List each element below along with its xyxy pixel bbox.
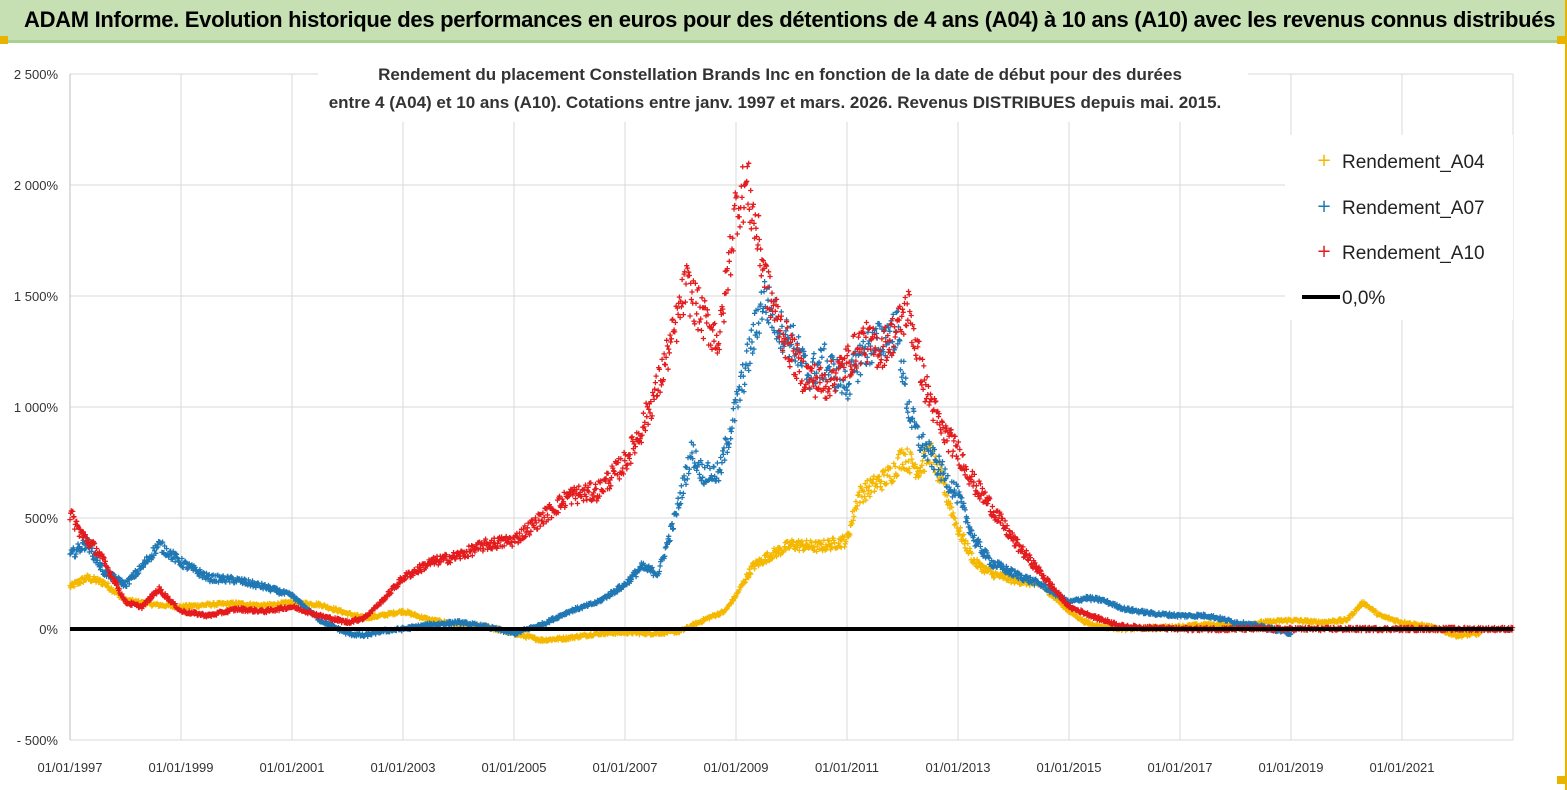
legend-marker-a07: + [1316,196,1331,217]
y-tick-label: 0% [39,622,58,637]
legend-label-a04: Rendement_A04 [1342,152,1485,173]
x-tick-label: 01/01/2017 [1147,760,1212,775]
legend: + Rendement_A04 + Rendement_A07 + Rendem… [1285,135,1513,320]
legend-box [1285,135,1513,320]
x-tick-label: 01/01/2007 [592,760,657,775]
x-tick-label: 01/01/1999 [148,760,213,775]
x-axis: 01/01/1997 01/01/1999 01/01/2001 01/01/2003… [37,760,1434,775]
y-tick-label: - 500% [17,733,59,748]
corner-marker-top-left [0,36,8,44]
report-title: ADAM Informe. Evolution historique des p… [24,7,1556,32]
x-tick-label: 01/01/2019 [1258,760,1323,775]
x-tick-label: 01/01/2011 [815,760,879,775]
y-tick-label: 2 000% [14,178,59,193]
corner-marker-top-right [1557,36,1565,44]
y-tick-label: 500% [25,511,59,526]
legend-marker-a04: + [1316,150,1331,171]
y-tick-label: 1 000% [14,400,59,415]
y-tick-label: 2 500% [14,67,59,82]
series-rendement_a07 [67,279,1294,640]
chart-title-box [318,56,1248,122]
series-markers-rendement_a07 [67,279,1294,640]
x-tick-label: 01/01/2001 [259,760,324,775]
series-markers-rendement_a04 [67,440,1482,644]
y-tick-label: 1 500% [14,289,59,304]
x-tick-label: 01/01/2021 [1369,760,1434,775]
x-tick-label: 01/01/2005 [481,760,546,775]
x-tick-label: 01/01/1997 [37,760,102,775]
legend-marker-a10: + [1316,241,1331,262]
legend-label-zero: 0,0% [1342,288,1385,309]
legend-label-a07: Rendement_A07 [1342,198,1485,219]
series-rendement_a04 [67,440,1482,644]
x-tick-label: 01/01/2003 [370,760,435,775]
x-tick-label: 01/01/2013 [925,760,990,775]
report-banner: ADAM Informe. Evolution historique des p… [0,0,1565,43]
y-axis: - 500% 0% 500% 1 000% 1 500% 2 000% 2 500% [14,67,71,748]
legend-label-a10: Rendement_A10 [1342,243,1485,264]
chart-title-line-2: entre 4 (A04) et 10 ans (A10). Cotations… [329,93,1222,112]
x-tick-label: 01/01/2015 [1036,760,1101,775]
x-tick-label: 01/01/2009 [703,760,768,775]
corner-marker-bottom-right [1557,776,1565,784]
chart-title-line-1: Rendement du placement Constellation Bra… [378,65,1182,84]
